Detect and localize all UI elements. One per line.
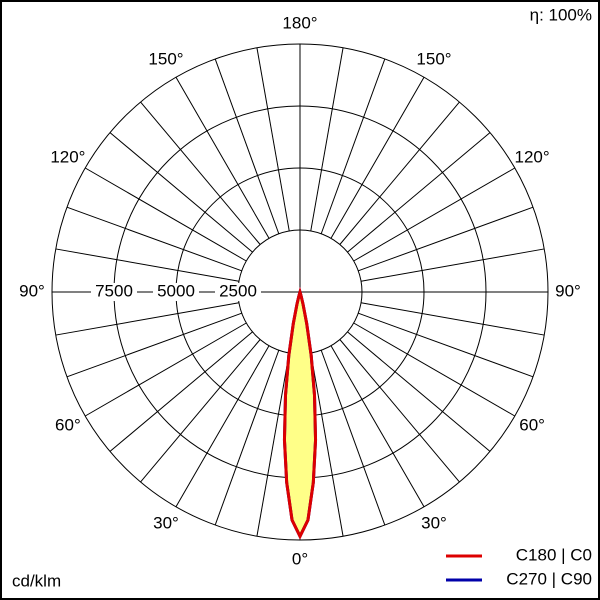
spoke xyxy=(360,302,545,336)
angle-tick-label: 60° xyxy=(519,415,545,434)
spoke xyxy=(214,58,280,234)
spoke xyxy=(66,312,242,378)
label-bg xyxy=(91,283,137,301)
spoke xyxy=(320,350,386,526)
unit-label: cd/klm xyxy=(12,571,61,590)
spoke xyxy=(347,331,491,452)
angle-tick-label: 30° xyxy=(153,514,179,533)
efficiency-note: η: 100% xyxy=(530,5,592,24)
r-tick-label: 2500 xyxy=(219,281,257,300)
spoke xyxy=(353,322,516,417)
spoke xyxy=(84,322,247,417)
outer-circle xyxy=(51,43,549,541)
angle-tick-label: 120° xyxy=(50,147,85,166)
spoke xyxy=(330,345,425,508)
spoke xyxy=(330,76,425,239)
spoke xyxy=(256,352,290,537)
spoke xyxy=(175,76,270,239)
legend-label: C270 | C90 xyxy=(506,569,592,588)
spoke xyxy=(310,47,344,232)
spoke xyxy=(84,167,247,262)
legend-label: C180 | C0 xyxy=(516,545,592,564)
series-curve xyxy=(282,286,318,540)
angle-tick-label: 150° xyxy=(416,49,451,68)
angle-tick-label: 150° xyxy=(148,49,183,68)
spoke xyxy=(358,312,534,378)
spoke xyxy=(55,248,240,282)
angle-tick-label: 180° xyxy=(282,13,317,32)
spoke xyxy=(339,339,460,483)
angle-tick-label: 120° xyxy=(515,147,550,166)
angle-tick-label: 60° xyxy=(55,415,81,434)
spoke xyxy=(140,339,261,483)
spoke xyxy=(310,352,344,537)
spoke xyxy=(320,58,386,234)
spoke xyxy=(55,302,240,336)
spoke xyxy=(353,167,516,262)
spoke xyxy=(109,331,253,452)
spoke xyxy=(140,101,261,245)
spoke xyxy=(214,350,280,526)
spoke xyxy=(360,248,545,282)
spoke xyxy=(339,101,460,245)
r-tick-label: 5000 xyxy=(157,281,195,300)
spoke xyxy=(66,206,242,272)
spoke xyxy=(347,132,491,253)
spoke xyxy=(358,206,534,272)
label-bg xyxy=(153,283,199,301)
label-bg xyxy=(215,283,261,301)
angle-tick-label: 90° xyxy=(19,281,45,300)
spoke xyxy=(109,132,253,253)
angle-tick-label: 30° xyxy=(421,514,447,533)
spoke xyxy=(175,345,270,508)
r-tick-label: 7500 xyxy=(95,281,133,300)
angle-tick-label: 0° xyxy=(292,549,308,568)
spoke xyxy=(256,47,290,232)
angle-tick-label: 90° xyxy=(555,281,581,300)
